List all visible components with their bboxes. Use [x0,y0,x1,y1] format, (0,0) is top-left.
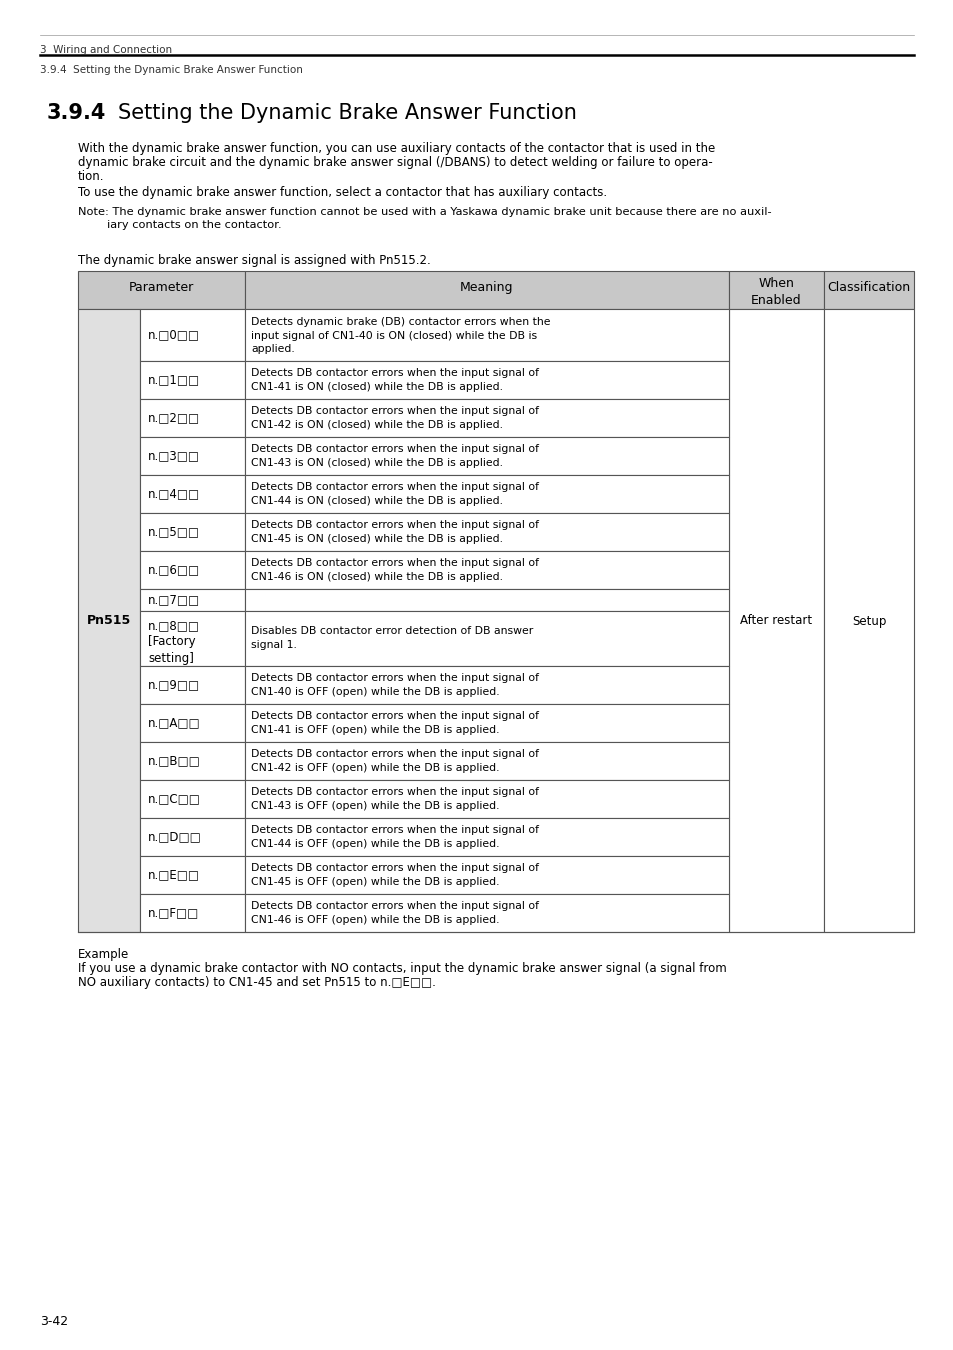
Bar [245,309,728,360]
Bar [245,589,728,612]
Bar [140,437,245,475]
Text: After restart: After restart [740,614,812,628]
Text: 3.9.4  Setting the Dynamic Brake Answer Function: 3.9.4 Setting the Dynamic Brake Answer F… [40,65,302,76]
Bar [245,400,728,437]
Bar [245,703,728,742]
Bar [245,513,728,551]
Bar [140,400,245,437]
Text: If you use a dynamic brake contactor with NO contacts, input the dynamic brake a: If you use a dynamic brake contactor wit… [78,963,726,975]
Text: iary contacts on the contactor.: iary contacts on the contactor. [78,220,281,230]
Text: When
Enabled: When Enabled [750,277,801,306]
Text: Detects DB contactor errors when the input signal of
CN1-43 is OFF (open) while : Detects DB contactor errors when the inp… [251,787,538,810]
Text: Meaning: Meaning [459,281,514,294]
Bar [823,271,913,309]
Text: Detects DB contactor errors when the input signal of
CN1-41 is ON (closed) while: Detects DB contactor errors when the inp… [251,369,538,391]
Text: Disables DB contactor error detection of DB answer
signal 1.: Disables DB contactor error detection of… [251,626,533,651]
Text: Note: The dynamic brake answer function cannot be used with a Yaskawa dynamic br: Note: The dynamic brake answer function … [78,207,771,217]
Text: n.□C□□: n.□C□□ [148,792,201,806]
Text: Detects DB contactor errors when the input signal of
CN1-46 is ON (closed) while: Detects DB contactor errors when the inp… [251,558,538,582]
Text: n.□B□□: n.□B□□ [148,755,200,768]
Text: Setup: Setup [851,614,885,628]
Text: Detects DB contactor errors when the input signal of
CN1-42 is ON (closed) while: Detects DB contactor errors when the inp… [251,406,538,429]
Text: n.□5□□: n.□5□□ [148,525,200,539]
Text: n.□9□□: n.□9□□ [148,679,200,691]
Bar [140,703,245,742]
Bar [140,894,245,931]
Bar [140,589,245,612]
Text: Detects dynamic brake (DB) contactor errors when the
input signal of CN1-40 is O: Detects dynamic brake (DB) contactor err… [251,317,550,354]
Text: NO auxiliary contacts) to CN1-45 and set Pn515 to n.□E□□.: NO auxiliary contacts) to CN1-45 and set… [78,976,436,990]
Text: n.□6□□: n.□6□□ [148,563,200,576]
Text: 3  Wiring and Connection: 3 Wiring and Connection [40,45,172,55]
Bar [245,894,728,931]
Bar [140,513,245,551]
Text: Setting the Dynamic Brake Answer Function: Setting the Dynamic Brake Answer Functio… [118,103,577,123]
Text: With the dynamic brake answer function, you can use auxiliary contacts of the co: With the dynamic brake answer function, … [78,142,715,155]
Bar [140,612,245,666]
Bar [728,309,823,932]
Text: Detects DB contactor errors when the input signal of
CN1-42 is OFF (open) while : Detects DB contactor errors when the inp… [251,749,538,772]
Text: Detects DB contactor errors when the input signal of
CN1-41 is OFF (open) while : Detects DB contactor errors when the inp… [251,711,538,734]
Text: n.□8□□
[Factory
setting]: n.□8□□ [Factory setting] [148,620,200,666]
Bar [140,856,245,894]
Text: n.□D□□: n.□D□□ [148,830,201,844]
Bar [140,360,245,400]
Text: Detects DB contactor errors when the input signal of
CN1-46 is OFF (open) while : Detects DB contactor errors when the inp… [251,900,538,925]
Text: Detects DB contactor errors when the input signal of
CN1-44 is ON (closed) while: Detects DB contactor errors when the inp… [251,482,538,506]
Bar [140,780,245,818]
Bar [245,818,728,856]
Text: n.□1□□: n.□1□□ [148,374,200,386]
Text: Detects DB contactor errors when the input signal of
CN1-45 is OFF (open) while : Detects DB contactor errors when the inp… [251,863,538,887]
Bar [245,437,728,475]
Bar [823,309,913,932]
Bar [140,666,245,703]
Bar [140,743,245,780]
Text: n.□2□□: n.□2□□ [148,412,200,424]
Text: tion.: tion. [78,170,105,184]
Text: The dynamic brake answer signal is assigned with Pn515.2.: The dynamic brake answer signal is assig… [78,254,431,267]
Text: Detects DB contactor errors when the input signal of
CN1-43 is ON (closed) while: Detects DB contactor errors when the inp… [251,444,538,467]
Bar [245,856,728,894]
Text: 3.9.4: 3.9.4 [47,103,107,123]
Bar [728,271,823,309]
Text: Parameter: Parameter [129,281,193,294]
Text: dynamic brake circuit and the dynamic brake answer signal (/DBANS) to detect wel: dynamic brake circuit and the dynamic br… [78,157,712,169]
Bar [140,475,245,513]
Text: Classification: Classification [826,281,909,294]
Text: n.□4□□: n.□4□□ [148,487,200,501]
Text: n.□F□□: n.□F□□ [148,906,199,919]
Bar [245,475,728,513]
Bar [140,818,245,856]
Text: Example: Example [78,948,129,961]
Text: n.□3□□: n.□3□□ [148,450,200,463]
Bar [245,743,728,780]
Text: 3-42: 3-42 [40,1315,68,1328]
Bar [245,612,728,666]
Bar [78,271,245,309]
Text: Pn515: Pn515 [87,614,131,628]
Text: Detects DB contactor errors when the input signal of
CN1-44 is OFF (open) while : Detects DB contactor errors when the inp… [251,825,538,849]
Text: n.□0□□: n.□0□□ [148,328,200,342]
Bar [140,309,245,360]
Bar [245,551,728,589]
Bar [245,271,728,309]
Bar [245,360,728,400]
Bar [140,551,245,589]
Bar [245,780,728,818]
Text: n.□E□□: n.□E□□ [148,868,200,882]
Text: n.□A□□: n.□A□□ [148,717,200,729]
Text: Detects DB contactor errors when the input signal of
CN1-40 is OFF (open) while : Detects DB contactor errors when the inp… [251,674,538,697]
Text: Detects DB contactor errors when the input signal of
CN1-45 is ON (closed) while: Detects DB contactor errors when the inp… [251,520,538,544]
Text: n.□7□□: n.□7□□ [148,594,200,606]
Bar [78,309,140,932]
Bar [245,666,728,703]
Text: To use the dynamic brake answer function, select a contactor that has auxiliary : To use the dynamic brake answer function… [78,186,606,198]
